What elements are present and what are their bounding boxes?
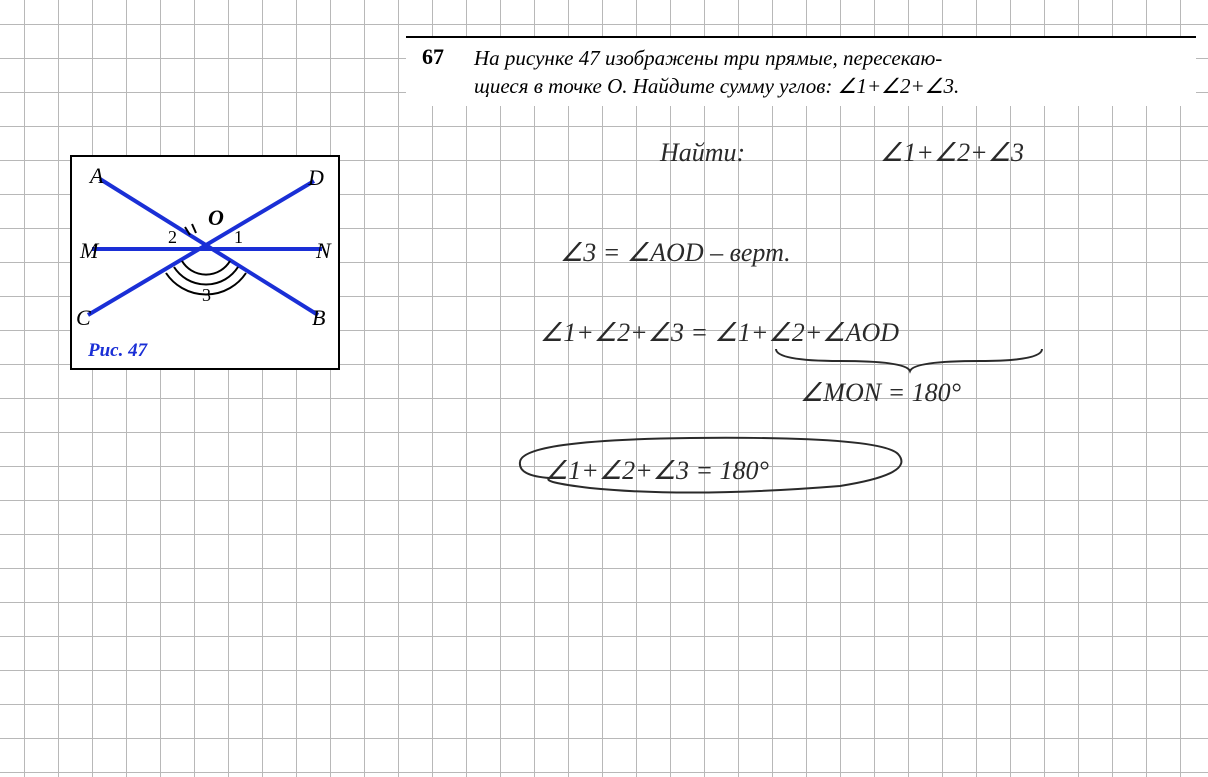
grid-background [0, 0, 1208, 777]
angle-label-3: 3 [202, 285, 211, 305]
label-A: A [88, 163, 104, 188]
brace-under [770, 345, 1050, 377]
arc-3b [174, 267, 238, 285]
problem-line-1: На рисунке 47 изображены три прямые, пер… [474, 46, 942, 70]
label-D: D [307, 165, 324, 190]
hw-line-subst: ∠1+∠2+∠3 = ∠1+∠2+∠AOD [540, 318, 899, 348]
answer-circle [510, 428, 930, 500]
hw-line-mon: ∠MON = 180° [800, 378, 961, 408]
problem-statement: 67 На рисунке 47 изображены три прямые, … [406, 36, 1196, 106]
angle-label-1: 1 [234, 227, 243, 247]
figure-47: A D M N C B O 1 2 3 Рис. 47 [70, 155, 340, 370]
problem-text: На рисунке 47 изображены три прямые, пер… [474, 44, 1186, 101]
problem-line-2: щиеся в точке O. Найдите сумму углов: ∠1… [474, 74, 959, 98]
tick-2b [192, 224, 196, 233]
label-M: M [79, 238, 100, 263]
label-N: N [315, 238, 332, 263]
problem-number: 67 [422, 44, 444, 70]
hw-line-vert: ∠3 = ∠AOD – верт. [560, 238, 791, 268]
label-O: O [208, 205, 224, 230]
hw-find-expr: ∠1+∠2+∠3 [880, 138, 1024, 168]
figure-caption: Рис. 47 [88, 340, 147, 362]
figure-svg: A D M N C B O 1 2 3 [72, 157, 338, 337]
arc-3a [182, 261, 230, 275]
angle-label-2: 2 [168, 227, 177, 247]
hw-find-label: Найти: [660, 138, 745, 168]
label-C: C [76, 305, 91, 330]
label-B: B [312, 305, 325, 330]
